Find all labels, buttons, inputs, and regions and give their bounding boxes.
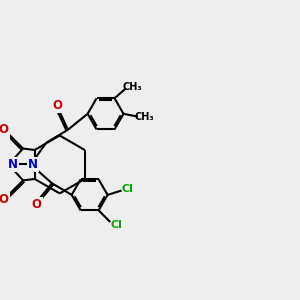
Text: CH₃: CH₃ [134, 112, 154, 122]
Text: N: N [8, 158, 18, 171]
Text: CH₃: CH₃ [123, 82, 142, 92]
Text: Cl: Cl [110, 220, 122, 230]
Text: N: N [28, 158, 38, 171]
Text: O: O [0, 123, 9, 136]
Text: Cl: Cl [121, 184, 133, 194]
Text: O: O [52, 99, 62, 112]
Text: O: O [0, 193, 9, 206]
Text: O: O [32, 198, 42, 211]
